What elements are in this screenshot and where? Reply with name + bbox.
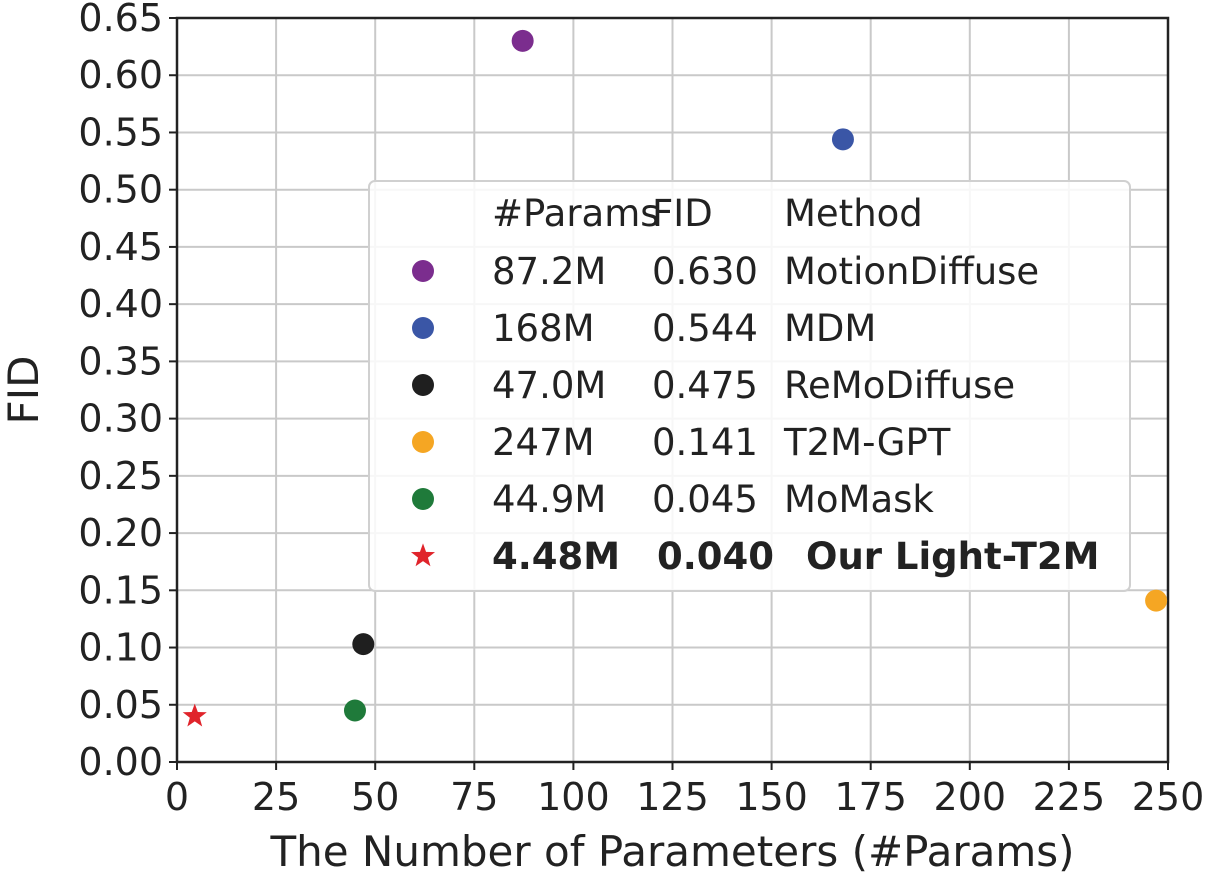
legend-params: 4.48M xyxy=(492,535,620,578)
data-point-our-light-t2m xyxy=(182,703,207,727)
y-tick-label: 0.50 xyxy=(78,168,163,212)
x-tick-label: 250 xyxy=(1132,775,1205,819)
circle-marker xyxy=(343,699,366,722)
y-tick-label: 0.55 xyxy=(78,110,163,154)
x-tick-label: 150 xyxy=(735,775,808,819)
legend-fid: 0.630 xyxy=(652,250,758,293)
x-tick-label: 50 xyxy=(351,775,399,819)
y-tick-label: 0.10 xyxy=(78,626,163,670)
circle-marker xyxy=(412,260,434,282)
legend-method: ReMoDiffuse xyxy=(784,364,1015,407)
legend-entry: 44.9M 0.045 MoMask xyxy=(412,478,934,521)
legend-box xyxy=(368,180,1131,592)
y-tick-label: 0.65 xyxy=(78,0,163,40)
legend-entry: 168M 0.544 MDM xyxy=(412,307,876,350)
data-point-mdm xyxy=(831,128,854,151)
circle-marker xyxy=(412,488,434,510)
circle-marker xyxy=(412,374,434,396)
y-tick-label: 0.05 xyxy=(78,683,163,727)
legend-params: 44.9M xyxy=(492,478,606,521)
legend-header: Method xyxy=(784,192,923,235)
data-point-motiondiffuse xyxy=(511,29,534,52)
legend-method: MoMask xyxy=(784,478,934,521)
data-point-momask xyxy=(343,699,366,722)
axis-ticks: 0 25 50 75 100 125 150 175 200 225 250 0.00 0.05 0.10… xyxy=(78,0,1204,819)
circle-marker xyxy=(511,29,534,52)
circle-marker xyxy=(831,128,854,151)
legend-entry: 4.48M 0.040 Our Light-T2M xyxy=(410,535,1099,578)
legend-fid: 0.045 xyxy=(652,478,758,521)
legend-fid: 0.544 xyxy=(652,307,758,350)
legend-entry: 247M 0.141 T2M-GPT xyxy=(412,421,951,464)
x-tick-label: 100 xyxy=(537,775,610,819)
data-point-remodiffuse xyxy=(352,633,375,656)
y-tick-label: 0.00 xyxy=(78,740,163,784)
data-points xyxy=(182,29,1168,727)
y-tick-label: 0.35 xyxy=(78,339,163,383)
circle-marker xyxy=(352,633,375,656)
star-marker xyxy=(182,703,207,727)
x-tick-label: 200 xyxy=(934,775,1007,819)
x-tick-label: 175 xyxy=(834,775,907,819)
x-tick-label: 125 xyxy=(636,775,709,819)
legend-params: 168M xyxy=(492,307,595,350)
data-point-t2m-gpt xyxy=(1145,589,1168,612)
x-tick-label: 25 xyxy=(252,775,300,819)
legend-fid: 0.040 xyxy=(657,535,774,578)
y-tick-label: 0.25 xyxy=(78,454,163,498)
legend-fid: 0.141 xyxy=(652,421,758,464)
x-axis-title: The Number of Parameters (#Params) xyxy=(269,827,1074,874)
circle-marker xyxy=(1145,589,1168,612)
y-tick-label: 0.15 xyxy=(78,568,163,612)
legend-method: MotionDiffuse xyxy=(784,250,1039,293)
circle-marker xyxy=(412,431,434,453)
legend-params: 87.2M xyxy=(492,250,606,293)
y-tick-label: 0.60 xyxy=(78,53,163,97)
legend-fid: 0.475 xyxy=(652,364,758,407)
plot-frame xyxy=(175,16,1170,764)
legend-entry: 87.2M 0.630 MotionDiffuse xyxy=(412,250,1039,293)
legend-header: FID xyxy=(652,192,713,235)
y-tick-label: 0.45 xyxy=(78,225,163,269)
star-marker xyxy=(410,543,436,567)
x-tick-label: 0 xyxy=(165,775,189,819)
legend-method: T2M-GPT xyxy=(783,421,951,464)
y-tick-label: 0.30 xyxy=(78,397,163,441)
legend-params: 47.0M xyxy=(492,364,606,407)
x-tick-label: 75 xyxy=(450,775,498,819)
circle-marker xyxy=(412,317,434,339)
legend-method: Our Light-T2M xyxy=(806,535,1099,578)
x-tick-label: 225 xyxy=(1033,775,1106,819)
legend-header: #Params xyxy=(492,192,660,235)
legend-method: MDM xyxy=(784,307,876,350)
y-tick-label: 0.40 xyxy=(78,282,163,326)
legend-params: 247M xyxy=(492,421,595,464)
y-tick-label: 0.20 xyxy=(78,511,163,555)
y-axis-title: FID xyxy=(0,356,48,425)
legend-entry: 47.0M 0.475 ReMoDiffuse xyxy=(412,364,1015,407)
